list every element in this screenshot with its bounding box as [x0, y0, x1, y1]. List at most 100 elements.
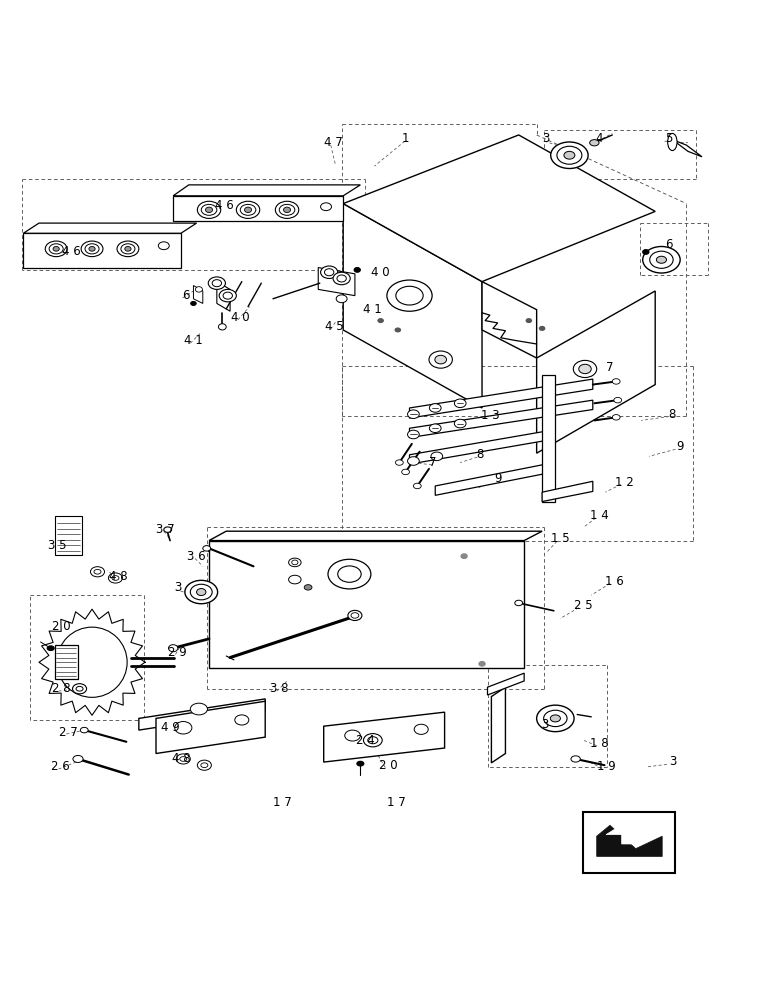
Ellipse shape	[289, 558, 301, 567]
Ellipse shape	[612, 415, 620, 420]
Ellipse shape	[168, 645, 178, 652]
Ellipse shape	[197, 201, 221, 218]
Polygon shape	[209, 531, 542, 541]
Ellipse shape	[387, 280, 432, 311]
Ellipse shape	[164, 527, 172, 532]
Text: 1 4: 1 4	[590, 509, 608, 522]
Ellipse shape	[197, 760, 211, 770]
Ellipse shape	[81, 241, 103, 257]
Ellipse shape	[48, 646, 55, 651]
Polygon shape	[173, 185, 360, 196]
Text: 1 6: 1 6	[605, 575, 624, 588]
Ellipse shape	[430, 424, 441, 433]
Polygon shape	[672, 140, 702, 157]
Ellipse shape	[121, 244, 135, 254]
Ellipse shape	[175, 722, 192, 734]
Ellipse shape	[203, 546, 211, 551]
Ellipse shape	[206, 207, 212, 213]
Ellipse shape	[573, 360, 597, 378]
Ellipse shape	[321, 203, 332, 211]
Text: 3 8: 3 8	[270, 682, 289, 695]
Polygon shape	[173, 196, 343, 221]
Ellipse shape	[201, 204, 217, 215]
Ellipse shape	[479, 661, 485, 666]
Ellipse shape	[515, 600, 523, 606]
Polygon shape	[606, 819, 654, 844]
Text: 1 3: 1 3	[480, 409, 499, 422]
Ellipse shape	[395, 328, 401, 332]
Ellipse shape	[550, 715, 560, 722]
Text: 7: 7	[606, 361, 614, 374]
Text: 4: 4	[595, 132, 603, 145]
Ellipse shape	[73, 755, 83, 762]
Ellipse shape	[537, 705, 574, 732]
Ellipse shape	[292, 560, 298, 565]
Ellipse shape	[85, 244, 99, 254]
Text: 7: 7	[429, 456, 437, 469]
Ellipse shape	[53, 247, 59, 251]
Ellipse shape	[571, 756, 580, 762]
Polygon shape	[597, 825, 662, 856]
Ellipse shape	[108, 573, 122, 583]
Polygon shape	[435, 463, 554, 495]
Text: 3: 3	[174, 581, 182, 594]
Ellipse shape	[413, 483, 421, 489]
Text: 2 7: 2 7	[59, 726, 78, 739]
Ellipse shape	[279, 204, 295, 215]
Polygon shape	[542, 481, 593, 502]
Polygon shape	[193, 286, 203, 303]
Polygon shape	[55, 645, 78, 679]
Text: 1 5: 1 5	[551, 532, 569, 546]
Polygon shape	[217, 282, 230, 311]
Text: 1 7: 1 7	[387, 796, 406, 809]
Text: 1 8: 1 8	[590, 737, 608, 750]
Ellipse shape	[197, 589, 206, 596]
Text: 3: 3	[668, 755, 676, 768]
Ellipse shape	[454, 399, 466, 408]
Ellipse shape	[219, 289, 236, 302]
Text: 4 8: 4 8	[109, 570, 128, 583]
Ellipse shape	[212, 280, 222, 287]
Ellipse shape	[223, 292, 232, 299]
Polygon shape	[156, 701, 265, 754]
Ellipse shape	[240, 204, 256, 215]
Ellipse shape	[429, 351, 452, 368]
Ellipse shape	[125, 247, 131, 251]
Ellipse shape	[117, 241, 139, 257]
Text: 6: 6	[182, 289, 190, 302]
Ellipse shape	[190, 584, 212, 600]
Bar	[583, 812, 675, 873]
Ellipse shape	[431, 452, 443, 461]
Ellipse shape	[345, 730, 360, 741]
Text: 4 6: 4 6	[62, 245, 81, 258]
Ellipse shape	[354, 268, 360, 272]
Text: 2 0: 2 0	[379, 759, 398, 772]
Text: 5: 5	[665, 132, 673, 145]
Text: 4 1: 4 1	[363, 303, 382, 316]
Ellipse shape	[158, 242, 169, 250]
Ellipse shape	[407, 430, 420, 439]
Ellipse shape	[590, 140, 599, 146]
Polygon shape	[537, 291, 655, 453]
Ellipse shape	[643, 250, 649, 254]
Ellipse shape	[324, 269, 334, 276]
Ellipse shape	[245, 207, 251, 213]
Ellipse shape	[337, 275, 346, 282]
Ellipse shape	[414, 724, 428, 734]
Text: 8: 8	[476, 448, 484, 461]
Text: 4 9: 4 9	[161, 721, 179, 734]
Polygon shape	[343, 135, 655, 282]
Ellipse shape	[179, 757, 186, 761]
Ellipse shape	[328, 559, 371, 589]
Text: 9: 9	[494, 472, 502, 485]
Text: 6: 6	[665, 238, 673, 251]
Ellipse shape	[551, 142, 588, 169]
Polygon shape	[488, 673, 524, 695]
Ellipse shape	[612, 379, 620, 384]
Ellipse shape	[236, 201, 260, 218]
Ellipse shape	[407, 410, 420, 418]
Ellipse shape	[190, 703, 207, 715]
Ellipse shape	[89, 247, 95, 251]
Ellipse shape	[218, 324, 226, 330]
Ellipse shape	[378, 319, 384, 323]
